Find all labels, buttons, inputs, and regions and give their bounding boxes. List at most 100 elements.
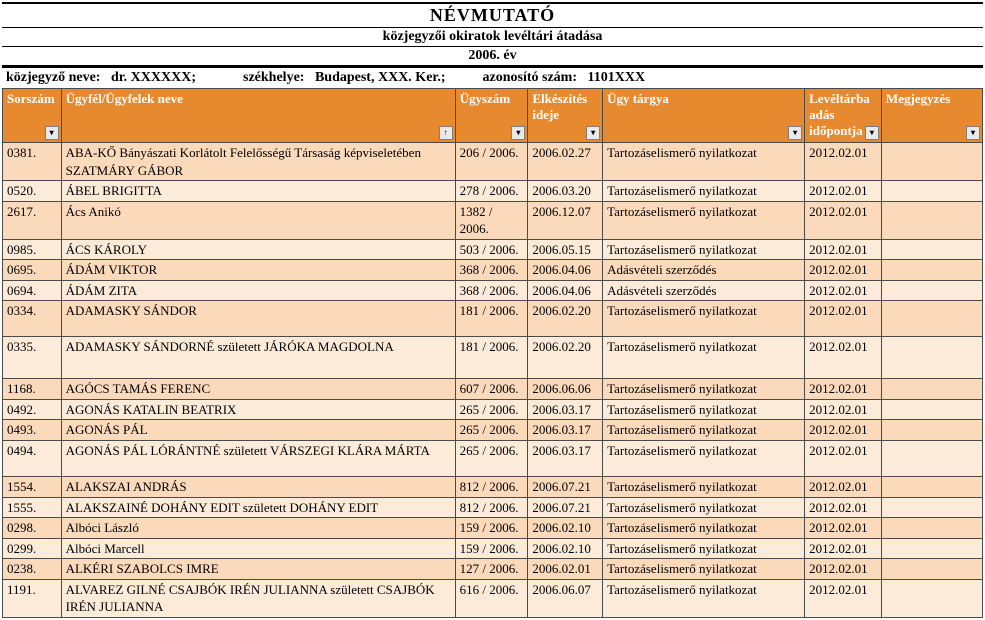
id-label: azonosító szám: (483, 70, 578, 86)
cell-lev: 2012.02.01 (805, 497, 882, 518)
cell-ido: 2006.04.06 (528, 280, 603, 301)
cell-lev: 2012.02.01 (805, 239, 882, 260)
title-block: NÉVMUTATÓ közjegyzői okiratok levéltári … (2, 2, 983, 68)
filter-dropdown-icon[interactable]: ▾ (511, 126, 525, 140)
cell-ido: 2006.04.06 (528, 260, 603, 281)
cell-targy: Adásvételi szerződés (603, 280, 805, 301)
cell-megj (881, 143, 982, 181)
cell-nev: ADAMASKY SÁNDORNÉ született JÁRÓKA MAGDO… (61, 337, 455, 379)
cell-ugy: 812 / 2006. (455, 477, 528, 498)
cell-ido: 2006.05.15 (528, 239, 603, 260)
filter-dropdown-icon[interactable]: ▾ (45, 126, 59, 140)
cell-sorszam: 0335. (3, 337, 62, 379)
cell-megj (881, 239, 982, 260)
cell-ugy: 159 / 2006. (455, 538, 528, 559)
cell-megj (881, 280, 982, 301)
cell-megj (881, 579, 982, 617)
cell-megj (881, 260, 982, 281)
table-row: 1554.ALAKSZAI ANDRÁS812 / 2006.2006.07.2… (3, 477, 983, 498)
cell-targy: Tartozáselismerő nyilatkozat (603, 477, 805, 498)
col-ugyszam-label: Ügyszám (460, 91, 511, 106)
cell-lev: 2012.02.01 (805, 337, 882, 379)
cell-nev: ÁDÁM VIKTOR (61, 260, 455, 281)
cell-ido: 2006.03.17 (528, 441, 603, 477)
cell-megj (881, 441, 982, 477)
cell-targy: Tartozáselismerő nyilatkozat (603, 441, 805, 477)
filter-dropdown-icon[interactable]: ▾ (966, 126, 980, 140)
col-megjegyzes[interactable]: Megjegyzés ▾ (881, 89, 982, 143)
col-elkeszites[interactable]: Elkészítés ideje ▾ (528, 89, 603, 143)
cell-megj (881, 477, 982, 498)
notary-value: dr. XXXXXX; (111, 70, 196, 86)
cell-lev: 2012.02.01 (805, 301, 882, 337)
col-ugyszam[interactable]: Ügyszám ▾ (455, 89, 528, 143)
cell-nev: ALKÉRI SZABOLCS IMRE (61, 559, 455, 580)
col-targy[interactable]: Ügy tárgya ▾ (603, 89, 805, 143)
cell-sorszam: 1168. (3, 379, 62, 400)
table-row: 0985.ÁCS KÁROLY503 / 2006.2006.05.15Tart… (3, 239, 983, 260)
cell-ugy: 181 / 2006. (455, 337, 528, 379)
cell-nev: ÁDÁM ZITA (61, 280, 455, 301)
cell-ugy: 278 / 2006. (455, 181, 528, 202)
cell-lev: 2012.02.01 (805, 559, 882, 580)
cell-sorszam: 0695. (3, 260, 62, 281)
col-sorszam[interactable]: Sorszám ▾ (3, 89, 62, 143)
cell-ugy: 206 / 2006. (455, 143, 528, 181)
cell-targy: Tartozáselismerő nyilatkozat (603, 420, 805, 441)
cell-ido: 2006.02.27 (528, 143, 603, 181)
table-row: 0493.AGONÁS PÁL265 / 2006.2006.03.17Tart… (3, 420, 983, 441)
cell-nev: Albóci Marcell (61, 538, 455, 559)
cell-sorszam: 1554. (3, 477, 62, 498)
cell-ugy: 503 / 2006. (455, 239, 528, 260)
filter-dropdown-icon[interactable]: ▾ (865, 126, 879, 140)
cell-lev: 2012.02.01 (805, 579, 882, 617)
cell-targy: Tartozáselismerő nyilatkozat (603, 497, 805, 518)
cell-ido: 2006.07.21 (528, 477, 603, 498)
cell-ido: 2006.02.10 (528, 518, 603, 539)
table-row: 1191.ALVAREZ GILNÉ CSAJBÓK IRÉN JULIANNA… (3, 579, 983, 617)
cell-nev: AGONÁS KATALIN BEATRIX (61, 399, 455, 420)
cell-ido: 2006.06.06 (528, 379, 603, 400)
table-row: 0381.ABA-KŐ Bányászati Korlátolt Felelős… (3, 143, 983, 181)
cell-megj (881, 399, 982, 420)
cell-nev: ADAMASKY SÁNDOR (61, 301, 455, 337)
sort-asc-icon[interactable]: ↑ (439, 126, 453, 140)
table-row: 2617.Ács Anikó1382 / 2006.2006.12.07Tart… (3, 201, 983, 239)
cell-ugy: 181 / 2006. (455, 301, 528, 337)
col-leveltar[interactable]: Levéltárba adás időpontja ▾ (805, 89, 882, 143)
cell-megj (881, 559, 982, 580)
cell-lev: 2012.02.01 (805, 260, 882, 281)
filter-dropdown-icon[interactable]: ▾ (788, 126, 802, 140)
cell-ido: 2006.12.07 (528, 201, 603, 239)
cell-nev: AGONÁS PÁL (61, 420, 455, 441)
cell-lev: 2012.02.01 (805, 518, 882, 539)
table-row: 0238.ALKÉRI SZABOLCS IMRE127 / 2006.2006… (3, 559, 983, 580)
cell-sorszam: 0381. (3, 143, 62, 181)
table-row: 0494.AGONÁS PÁL LÓRÁNTNÉ született VÁRSZ… (3, 441, 983, 477)
cell-lev: 2012.02.01 (805, 477, 882, 498)
cell-lev: 2012.02.01 (805, 379, 882, 400)
cell-nev: ÁBEL BRIGITTA (61, 181, 455, 202)
cell-sorszam: 2617. (3, 201, 62, 239)
table-row: 0299.Albóci Marcell159 / 2006.2006.02.10… (3, 538, 983, 559)
cell-sorszam: 0238. (3, 559, 62, 580)
table-row: 0335.ADAMASKY SÁNDORNÉ született JÁRÓKA … (3, 337, 983, 379)
cell-nev: ÁCS KÁROLY (61, 239, 455, 260)
col-ugyfel[interactable]: Ügyfél/Ügyfelek neve ↑ (61, 89, 455, 143)
col-elkeszites-label: Elkészítés ideje (532, 91, 587, 122)
cell-targy: Tartozáselismerő nyilatkozat (603, 337, 805, 379)
table-row: 0298.Albóci László159 / 2006.2006.02.10T… (3, 518, 983, 539)
table-row: 0695.ÁDÁM VIKTOR368 / 2006.2006.04.06Adá… (3, 260, 983, 281)
notary-label: közjegyző neve: (6, 70, 100, 86)
cell-nev: AGÓCS TAMÁS FERENC (61, 379, 455, 400)
cell-ugy: 265 / 2006. (455, 399, 528, 420)
cell-sorszam: 0298. (3, 518, 62, 539)
cell-ugy: 368 / 2006. (455, 260, 528, 281)
cell-ido: 2006.02.01 (528, 559, 603, 580)
cell-lev: 2012.02.01 (805, 399, 882, 420)
filter-dropdown-icon[interactable]: ▾ (586, 126, 600, 140)
seat-label: székhelye: (243, 70, 304, 86)
cell-lev: 2012.02.01 (805, 181, 882, 202)
cell-megj (881, 337, 982, 379)
col-ugyfel-label: Ügyfél/Ügyfelek neve (66, 91, 183, 106)
